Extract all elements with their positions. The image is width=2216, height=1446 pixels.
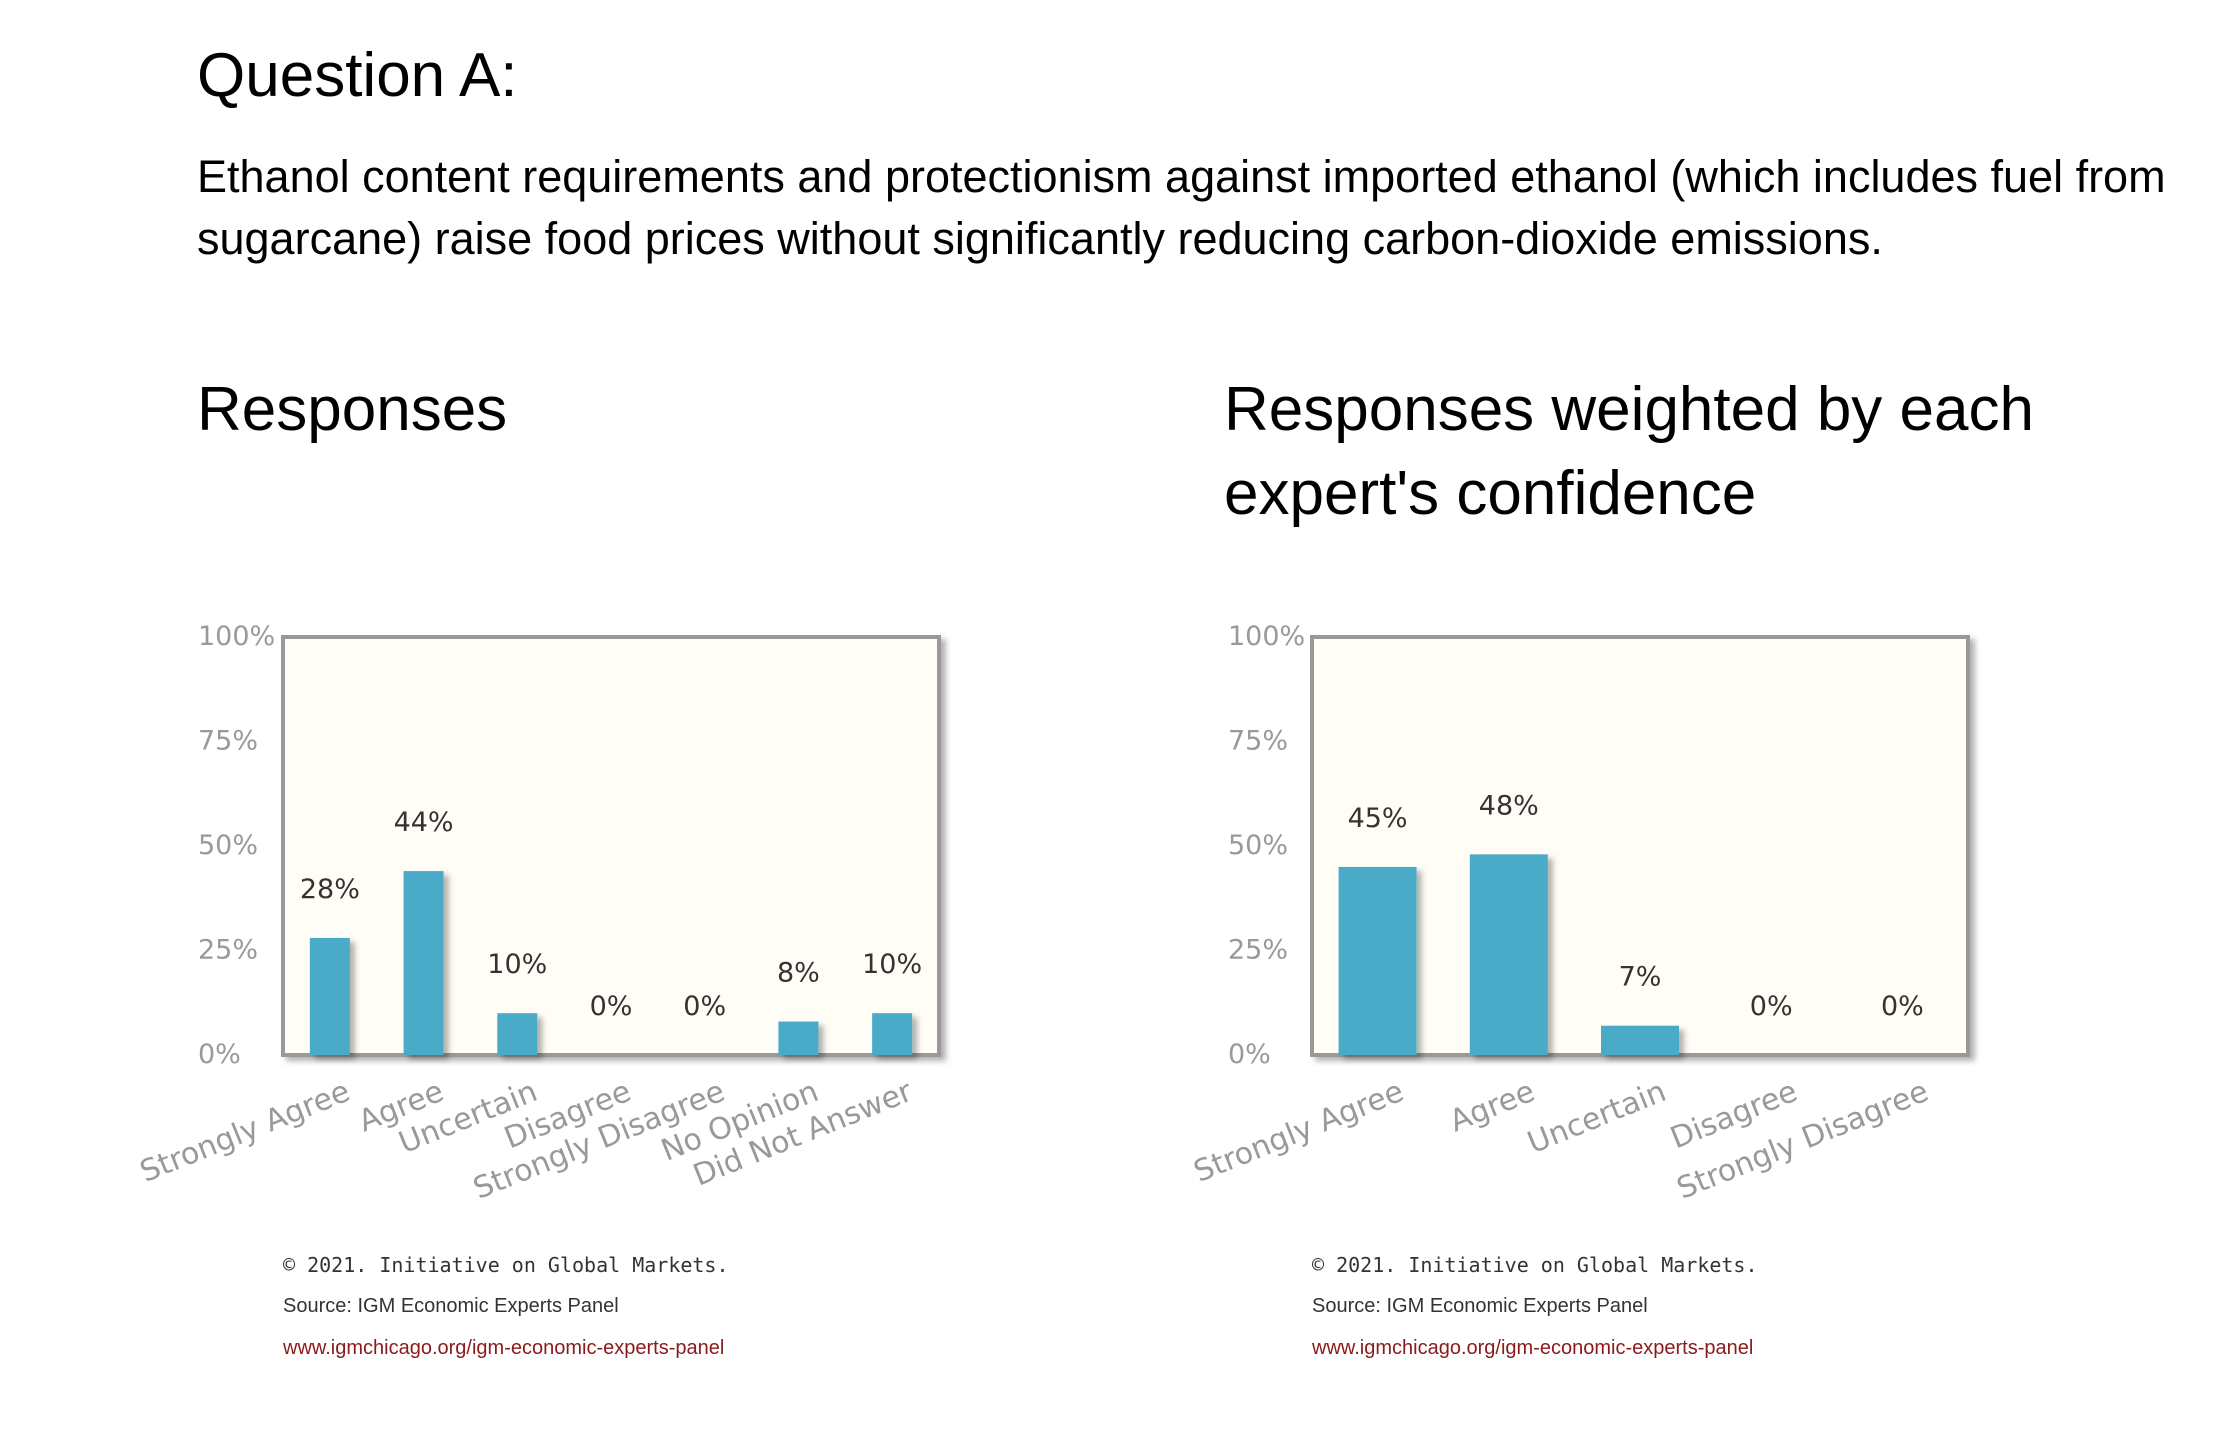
bar-strongly-agree: [1338, 866, 1417, 1055]
plot-area: [281, 635, 941, 1057]
value-label: 0%: [1750, 991, 1793, 1022]
weighted-responses-bar-chart: 0%25%50%75%100%45%Strongly Agree48%Agree…: [1189, 621, 1970, 1207]
y-tick-label: 75%: [1228, 726, 1288, 757]
plot-area: [1310, 635, 1970, 1057]
y-tick-label: 0%: [1228, 1039, 1271, 1070]
bar-agree: [403, 871, 444, 1055]
copyright-text: © 2021. Initiative on Global Markets.: [1312, 1253, 1758, 1277]
category-label: Strongly Agree: [1189, 1074, 1409, 1190]
category-label: Strongly Agree: [135, 1074, 355, 1190]
value-label: 28%: [300, 874, 360, 905]
source-link[interactable]: www.igmchicago.org/igm-economic-experts-…: [1312, 1337, 1754, 1359]
value-label: 8%: [777, 958, 820, 989]
chart-title-responses: Responses: [197, 375, 508, 444]
bar-uncertain: [497, 1013, 538, 1055]
y-tick-label: 25%: [198, 935, 258, 966]
y-tick-label: 50%: [1228, 830, 1288, 861]
value-label: 7%: [1619, 962, 1662, 993]
bar-strongly-agree: [309, 937, 350, 1055]
value-label: 45%: [1348, 803, 1408, 834]
source-text: Source: IGM Economic Experts Panel: [283, 1295, 619, 1317]
source-text: Source: IGM Economic Experts Panel: [1312, 1295, 1648, 1317]
source-link[interactable]: www.igmchicago.org/igm-economic-experts-…: [283, 1337, 725, 1359]
y-tick-label: 25%: [1228, 935, 1288, 966]
value-label: 0%: [683, 991, 726, 1022]
value-label: 10%: [487, 949, 547, 980]
bar-uncertain: [1601, 1025, 1679, 1055]
value-label: 48%: [1479, 790, 1539, 821]
bar-agree: [1469, 854, 1548, 1055]
question-title: Question A:: [197, 41, 518, 110]
question-text: Ethanol content requirements and protect…: [197, 151, 2166, 264]
value-label: 10%: [862, 949, 922, 980]
y-tick-label: 50%: [198, 830, 258, 861]
value-label: 0%: [1881, 991, 1924, 1022]
copyright-text: © 2021. Initiative on Global Markets.: [283, 1253, 729, 1277]
value-label: 0%: [590, 991, 633, 1022]
y-tick-label: 100%: [198, 621, 275, 652]
bar-no-opinion: [778, 1021, 819, 1055]
y-tick-label: 75%: [198, 726, 258, 757]
bar-did-not-answer: [872, 1013, 913, 1055]
value-label: 44%: [394, 807, 454, 838]
chart-title-weighted-responses: Responses weighted by each expert's conf…: [1224, 375, 2034, 528]
responses-bar-chart: 0%25%50%75%100%28%Strongly Agree44%Agree…: [135, 621, 941, 1207]
y-tick-label: 100%: [1228, 621, 1305, 652]
y-tick-label: 0%: [198, 1039, 241, 1070]
category-label: Uncertain: [1523, 1074, 1671, 1161]
